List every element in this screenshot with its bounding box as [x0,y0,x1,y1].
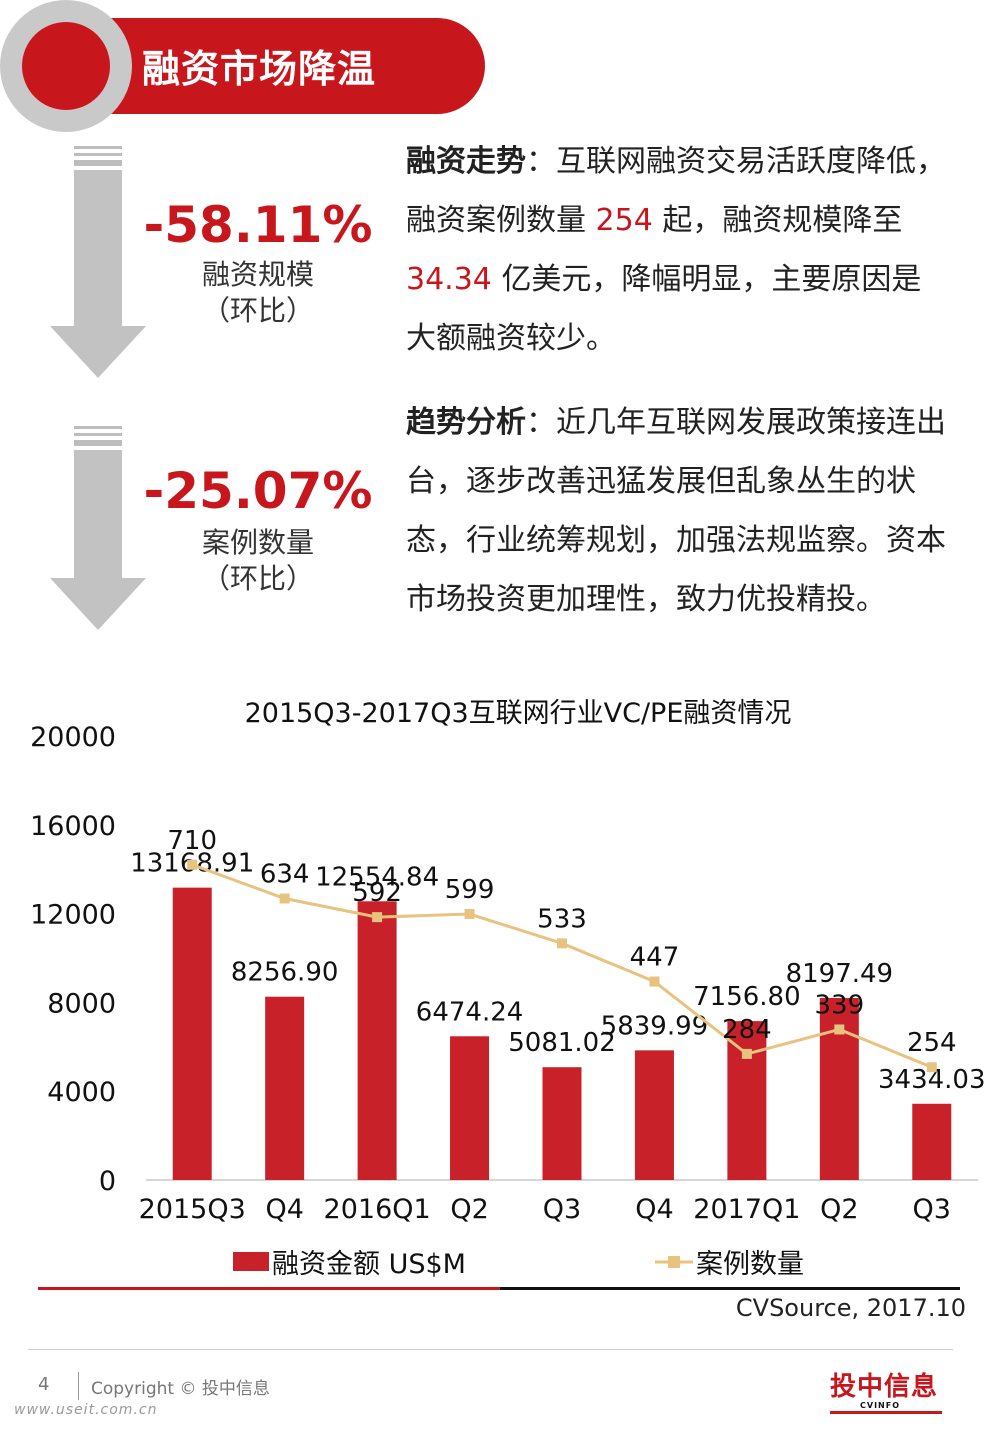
x-tick-label: Q3 [913,1194,951,1225]
x-tick-label: Q2 [820,1194,858,1225]
line-point-marker [741,1048,752,1059]
page-number: 4 [38,1374,50,1395]
down-arrow-icon [50,146,146,378]
y-tick-label: 0 [99,1166,116,1197]
trend-heading: 融资走势 [406,144,526,179]
x-tick-label: Q3 [543,1194,581,1225]
chart-title: 2015Q3-2017Q3互联网行业VC/PE融资情况 [245,698,792,729]
line-value-label: 254 [907,1028,957,1058]
logo-text: 投中信息 [830,1372,939,1402]
bar-funding [542,1067,582,1180]
legend-line-marker [668,1256,680,1268]
y-tick-label: 16000 [30,811,116,842]
y-tick-label: 12000 [30,900,116,931]
line-value-label: 447 [630,943,680,973]
legend-bar-swatch [233,1252,269,1271]
watermark: www.useit.com.cn [14,1402,158,1418]
bar-funding [357,901,397,1180]
y-tick-label: 20000 [30,722,116,753]
footer-divider [28,1349,953,1350]
line-point-marker [464,909,475,920]
bar-funding [450,1036,490,1180]
y-tick-label: 4000 [47,1077,116,1108]
trend-text-1: ：互联网融资交易活跃度降低，融资案例数量 [406,144,946,238]
logo-bar [830,1411,942,1414]
line-point-marker [187,859,198,870]
x-tick-label: 2015Q3 [139,1194,246,1225]
bar-funding [727,1021,767,1180]
bar-value-label: 8256.90 [231,958,339,988]
line-value-label: 592 [352,878,402,908]
bar-value-label: 5081.02 [508,1028,616,1058]
line-point-marker [926,1062,937,1073]
trend-case-count: 254 [595,203,653,238]
line-value-label: 533 [537,904,587,934]
line-point-marker [372,912,383,923]
stat-sub-funding: （环比） [201,294,314,327]
stat-label-cases: 案例数量 [201,526,314,559]
trend-paragraph: 融资走势：互联网融资交易活跃度降低，融资案例数量 254 起，融资规模降至 34… [406,132,946,368]
x-tick-label: Q4 [635,1194,673,1225]
x-tick-label: Q4 [265,1194,303,1225]
trend-text-2: 起，融资规模降至 [662,203,903,238]
copyright: Copyright © 投中信息 [91,1379,270,1399]
line-value-label: 284 [722,1015,772,1045]
analysis-heading: 趋势分析 [406,405,526,440]
down-arrow-icon [50,426,146,630]
bar-funding [172,887,212,1180]
divider-black [500,1287,960,1290]
line-value-label: 599 [445,875,495,905]
y-tick-label: 8000 [47,988,116,1019]
bar-value-label: 5839.99 [601,1011,709,1041]
legend-bar-label: 融资金额 US$M [272,1249,466,1280]
x-tick-label: Q2 [450,1194,488,1225]
stat-label-funding: 融资规模 [201,258,314,291]
source-note: CVSource, 2017.10 [735,1294,966,1322]
analysis-text: ：近几年互联网发展政策接连出台，逐步改善迅猛发展但乱象丛生的状态，行业统筹规划，… [406,405,946,617]
legend-line-label: 案例数量 [696,1249,804,1280]
funding-chart: 2015Q3-2017Q3互联网行业VC/PE融资情况 0 4000 8000 120… [30,698,986,1290]
trend-amount: 34.34 [406,262,492,297]
stat-value-cases: -25.07% [143,462,373,520]
line-point-marker [649,976,660,987]
stat-value-funding: -58.11% [143,196,373,254]
bar-funding [912,1103,952,1180]
divider-red [38,1287,500,1290]
footer-separator [78,1372,79,1400]
bar-value-label: 12554.84 [315,862,439,892]
page-title: 融资市场降温 [142,47,377,91]
trend-text-3: 亿美元，降幅明显，主要原因是大额融资较少。 [406,262,922,356]
line-point-marker [834,1024,845,1035]
line-value-label: 710 [167,826,217,856]
header-circle-dot [22,22,110,110]
line-point-marker [557,938,567,949]
bar-funding [265,996,305,1180]
line-point-marker [279,893,290,904]
line-value-label: 339 [815,990,865,1020]
bar-value-label: 6474.24 [416,997,524,1027]
bar-value-label: 7156.80 [693,982,801,1012]
x-tick-label: 2017Q1 [693,1194,800,1225]
company-logo: 投中信息 CVINFO [830,1366,942,1414]
logo-subtext: CVINFO [860,1401,900,1410]
analysis-paragraph: 趋势分析：近几年互联网发展政策接连出台，逐步改善迅猛发展但乱象丛生的状态，行业统… [406,393,946,629]
bar-value-label: 8197.49 [786,959,894,989]
stat-sub-cases: （环比） [201,562,314,595]
x-tick-label: 2016Q1 [324,1194,431,1225]
line-value-label: 634 [260,860,310,890]
bar-funding [634,1050,674,1180]
